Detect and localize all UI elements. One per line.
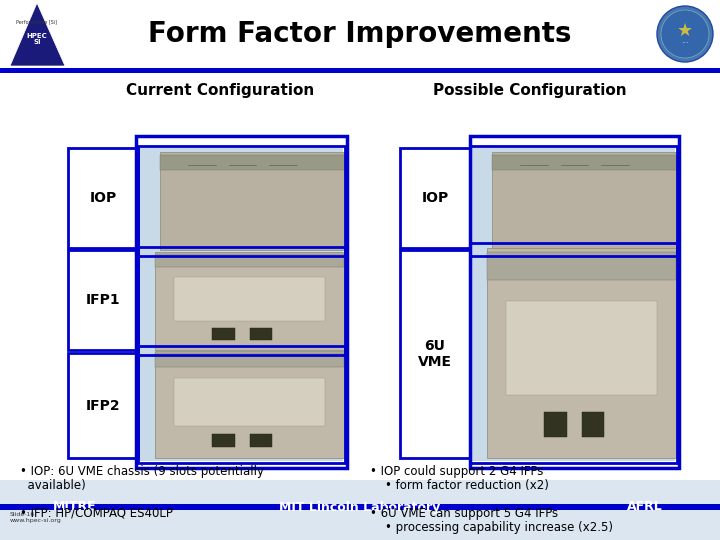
Text: • IOP could support 2 G4 IFPs: • IOP could support 2 G4 IFPs xyxy=(370,465,544,478)
Text: MIT Lincoln Laboratory: MIT Lincoln Laboratory xyxy=(279,501,441,514)
Bar xyxy=(140,348,343,461)
Text: available): available) xyxy=(20,479,86,492)
Bar xyxy=(582,412,604,437)
Circle shape xyxy=(657,6,713,62)
Bar xyxy=(472,245,675,461)
Bar xyxy=(161,155,345,170)
Bar xyxy=(250,328,272,340)
Text: ★: ★ xyxy=(677,22,693,40)
Bar xyxy=(138,346,345,463)
Text: IFP1: IFP1 xyxy=(86,293,120,307)
Bar xyxy=(487,252,676,280)
Bar xyxy=(400,148,470,248)
Text: • form factor reduction (x2): • form factor reduction (x2) xyxy=(370,479,549,492)
Bar xyxy=(174,378,325,426)
Bar xyxy=(250,435,272,447)
Text: ···: ··· xyxy=(681,39,689,49)
Bar xyxy=(138,247,345,355)
Bar xyxy=(174,276,325,321)
Bar xyxy=(161,152,345,250)
Text: Current Configuration: Current Configuration xyxy=(126,84,314,98)
Bar xyxy=(0,73,720,480)
Text: • IOP: 6U VME chassis (9 slots potentially: • IOP: 6U VME chassis (9 slots potential… xyxy=(20,465,264,478)
Bar xyxy=(470,136,679,468)
Text: IOP: IOP xyxy=(89,191,117,205)
Bar xyxy=(506,300,657,395)
Bar xyxy=(136,136,347,468)
Bar xyxy=(487,248,676,458)
Bar xyxy=(492,152,677,250)
Bar xyxy=(400,250,470,458)
Bar xyxy=(156,351,344,458)
Text: AFRL: AFRL xyxy=(627,501,663,514)
Text: IFP2: IFP2 xyxy=(86,399,120,413)
Bar xyxy=(156,353,344,367)
Text: MITRE: MITRE xyxy=(53,501,96,514)
Text: HPEC
SI: HPEC SI xyxy=(27,32,48,45)
Bar xyxy=(470,243,677,463)
Text: Form Factor Improvements: Form Factor Improvements xyxy=(148,20,572,48)
Text: • IFP: HP/COMPAQ ES40LP: • IFP: HP/COMPAQ ES40LP xyxy=(20,507,173,520)
Text: Performance [Si]: Performance [Si] xyxy=(17,19,58,24)
Bar xyxy=(212,328,235,340)
Text: • processing capability increase (x2.5): • processing capability increase (x2.5) xyxy=(370,521,613,534)
Bar xyxy=(68,148,138,248)
Bar xyxy=(0,0,720,68)
Bar xyxy=(212,435,235,447)
Bar xyxy=(0,68,720,73)
Bar xyxy=(140,148,343,254)
Bar xyxy=(156,254,344,267)
Bar xyxy=(138,146,345,256)
Bar xyxy=(544,412,567,437)
Bar xyxy=(470,146,677,256)
Bar xyxy=(0,504,720,510)
Bar xyxy=(68,353,138,458)
Bar xyxy=(156,252,344,350)
Text: • 6U VME can support 5 G4 IFPs: • 6U VME can support 5 G4 IFPs xyxy=(370,507,558,520)
Bar xyxy=(472,148,675,254)
Polygon shape xyxy=(10,3,65,66)
Text: IOP: IOP xyxy=(421,191,449,205)
Bar xyxy=(492,155,677,170)
Text: Slide-16
www.hpec-si.org: Slide-16 www.hpec-si.org xyxy=(10,512,62,523)
Bar xyxy=(140,249,343,353)
Text: 6U
VME: 6U VME xyxy=(418,339,452,369)
Circle shape xyxy=(661,10,709,58)
Text: Possible Configuration: Possible Configuration xyxy=(433,84,627,98)
Bar xyxy=(68,250,138,350)
